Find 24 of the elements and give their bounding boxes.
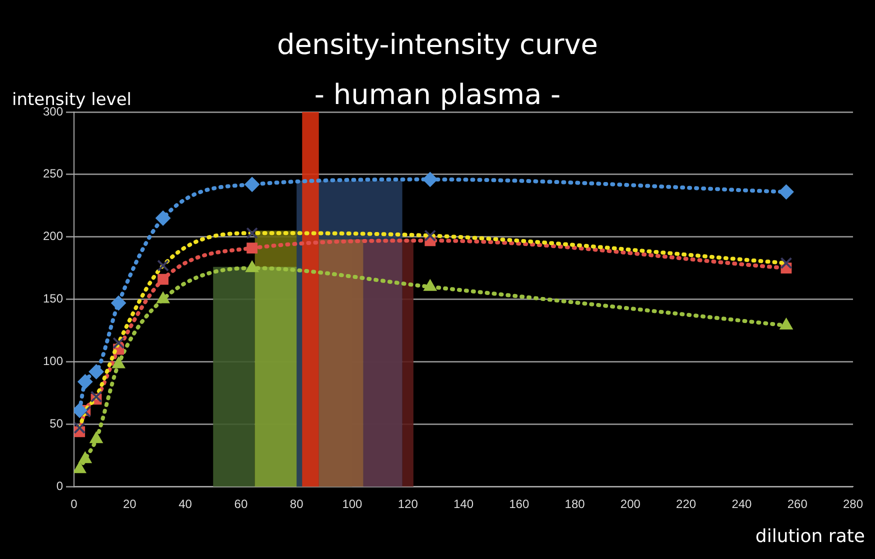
x-tick-label: 120: [398, 497, 418, 512]
x-tick-label: 40: [178, 497, 192, 512]
x-tick-label: 140: [453, 497, 474, 512]
chart-subtitle: - human plasma -: [314, 78, 561, 111]
x-tick-label: 80: [290, 497, 304, 512]
x-tick-label: 260: [787, 497, 808, 512]
y-tick-label: 250: [42, 166, 64, 181]
x-tick-label: 160: [509, 497, 530, 512]
x-tick-label: 0: [70, 497, 78, 512]
y-tick-label: 100: [42, 354, 64, 368]
y-tick-label: 150: [42, 292, 64, 306]
y-tick-label: 200: [42, 229, 64, 244]
x-tick-label: 200: [620, 497, 641, 512]
y-tick-label: 0: [56, 478, 64, 493]
y-tick-label: 50: [50, 416, 64, 430]
x-tick-label: 180: [564, 497, 586, 512]
x-axis-title: dilution rate: [755, 526, 865, 547]
chart-title: density-intensity curve: [276, 28, 599, 61]
x-tick-label: 280: [842, 497, 864, 512]
x-tick-label: 240: [732, 497, 752, 512]
x-tick-label: 60: [234, 497, 248, 512]
x-tick-label: 100: [342, 497, 363, 512]
x-tick-label: 20: [122, 497, 137, 512]
x-tick-label: 220: [676, 497, 696, 512]
